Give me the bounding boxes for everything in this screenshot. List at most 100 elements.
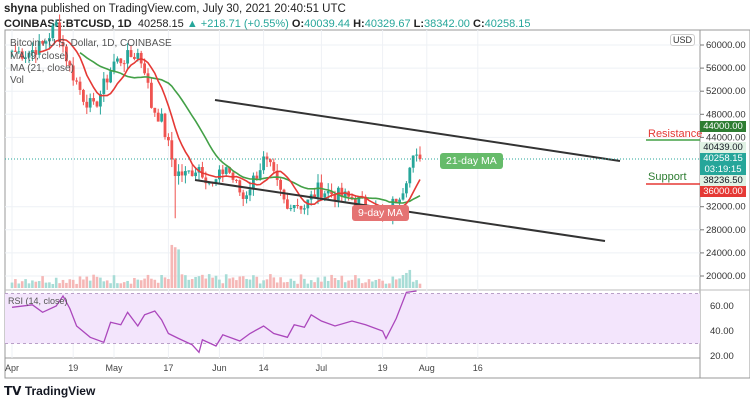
volume-bar [116, 283, 119, 288]
candle-body [214, 179, 218, 184]
candle-body [184, 171, 187, 176]
candle-body [286, 199, 289, 209]
volume-bar [354, 275, 357, 288]
candle-body [48, 38, 51, 42]
resistance-label: Resistance [648, 128, 703, 140]
rsi-tick-label: 20.00 [710, 351, 734, 362]
volume-bar [289, 278, 293, 288]
symbol: COINBASE:BTCUSD, 1D [4, 18, 132, 30]
volume-bar [292, 280, 296, 288]
y-tick-label: 28000.00 [706, 225, 746, 236]
volume-bar [303, 278, 306, 288]
candle-body [252, 175, 255, 190]
volume-bar [405, 272, 408, 288]
volume-bar [350, 279, 354, 288]
upper-channel-line [214, 99, 621, 162]
publish-info: shyna published on TradingView.com, July… [4, 3, 346, 15]
candle-body [354, 199, 357, 206]
high-line-tag: 40439.00 [700, 142, 746, 153]
candle-body [20, 51, 24, 59]
volume-bar [245, 278, 248, 288]
candle-body [313, 194, 316, 198]
volume-bar [34, 281, 38, 288]
candle-body [41, 41, 44, 44]
open-value: 40039.44 [304, 18, 351, 30]
volume-bar [105, 280, 109, 288]
tradingview-logo[interactable]: 𝗧𝗩 TradingView [4, 384, 95, 398]
candle-body [340, 187, 344, 197]
volume-bar [401, 274, 405, 288]
volume-bar [112, 275, 116, 288]
brand-name: TradingView [24, 384, 96, 398]
volume-bar [218, 279, 221, 288]
candle-body [126, 50, 129, 64]
volume-bar [371, 281, 374, 288]
candle-body [34, 50, 38, 55]
candle-body [133, 56, 136, 59]
volume-bar [180, 274, 184, 288]
volume-bar [129, 283, 133, 288]
candle-body [37, 41, 41, 55]
volume-bar [160, 275, 163, 288]
legend-vol: Vol [10, 75, 24, 86]
volume-bar [320, 281, 323, 288]
volume-bar [347, 280, 350, 288]
x-tick-label: 17 [163, 363, 173, 373]
tv-logo-icon: 𝗧𝗩 [4, 384, 22, 398]
volume-bar [14, 279, 17, 288]
candle-body [146, 73, 150, 83]
candle-body [180, 171, 184, 176]
volume-bar [150, 278, 153, 288]
volume-bar [37, 281, 41, 288]
volume-bar [197, 276, 201, 288]
volume-bar [241, 276, 245, 288]
publisher: shyna [4, 3, 38, 15]
ma21-annotation: 21-day MA [440, 153, 503, 169]
x-tick-label: May [105, 363, 123, 373]
open-label: O: [291, 18, 305, 30]
volume-bar [24, 279, 27, 288]
volume-bar [374, 279, 378, 288]
candle-body [411, 155, 415, 168]
currency-button[interactable]: USD [670, 34, 696, 46]
volume-bar [258, 283, 262, 288]
candle-body [289, 208, 293, 210]
candle-body [282, 189, 286, 200]
symbol-info: COINBASE:BTCUSD, 1D 40258.15 ▲ +218.71 (… [4, 18, 531, 30]
y-tick-label: 32000.00 [706, 202, 746, 213]
volume-bar [330, 274, 333, 288]
x-tick-label: Jun [212, 363, 227, 373]
volume-bar [156, 282, 160, 288]
volume-bar [228, 278, 231, 288]
volume-bar [238, 276, 242, 288]
candle-body [262, 156, 265, 171]
candle-body [170, 140, 174, 160]
volume-bar [408, 269, 412, 288]
candle-body [105, 78, 109, 83]
last-price-value: 40258.15 [703, 153, 743, 164]
volume-bar [418, 283, 422, 288]
candle-body [122, 63, 126, 65]
volume-bar [163, 277, 167, 288]
x-tick-label: Aug [419, 363, 435, 373]
candle-body [24, 57, 27, 59]
candle-body [17, 51, 21, 53]
volume-bar [381, 280, 384, 288]
candle-body [241, 192, 245, 199]
candle-body [173, 159, 177, 177]
volume-bar [255, 276, 259, 288]
volume-bar [299, 274, 303, 288]
candle-body [401, 193, 405, 200]
x-tick-label: 14 [259, 363, 269, 373]
volume-bar [51, 283, 55, 288]
candle-body [405, 183, 408, 194]
rsi-tick-label: 60.00 [710, 301, 734, 312]
volume-bar [391, 276, 395, 288]
volume-bar [133, 277, 136, 288]
candle-body [408, 167, 412, 184]
volume-bar [394, 279, 398, 288]
candle-body [163, 113, 167, 137]
volume-bar [119, 283, 123, 288]
volume-bar [167, 279, 170, 288]
